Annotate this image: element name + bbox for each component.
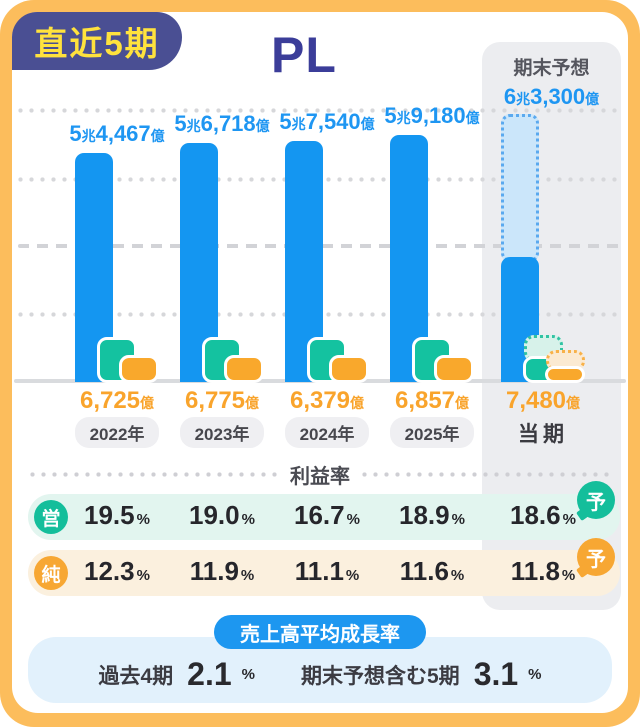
net-profit-bar: [119, 355, 159, 383]
margin-section-divider: 利益率: [30, 460, 610, 489]
net-margin-value: 11.1%: [294, 556, 360, 586]
net-profit-value-label: 7,480億: [505, 387, 581, 414]
year-pill: 2022年: [57, 417, 177, 448]
net-profit-bar: [545, 366, 585, 383]
year-pill: 2025年: [372, 417, 492, 448]
percent-sign: %: [528, 666, 542, 683]
gridline: [18, 108, 622, 113]
growth-title-badge: 売上高平均成長率: [214, 615, 426, 649]
revenue-value-label: 5兆7,540億: [279, 109, 375, 134]
net-profit-value-label: 6,775億: [184, 387, 260, 414]
operating-margin-row: 営 19.5% 19.0% 16.7% 18.9% 18.6%: [28, 494, 620, 540]
growth-value: 3.1: [473, 656, 519, 692]
bar-group-2024: 5兆7,540億 6,379億 2024年: [279, 0, 375, 727]
net-profit-bar: [434, 355, 474, 383]
bar-group-2025: 5兆9,180億 6,857億 2025年: [384, 0, 480, 727]
year-pill: 2023年: [162, 417, 282, 448]
net-profit-value-label: 6,379億: [289, 387, 365, 414]
operating-margin-value: 18.9%: [399, 500, 465, 530]
growth-label: 過去4期: [98, 664, 174, 688]
net-profit-value-label: 6,725億: [79, 387, 155, 414]
revenue-value-label: 5兆9,180億: [384, 103, 480, 128]
bar-group-current: 7,480億 当期: [501, 0, 585, 727]
net-badge: 純: [34, 556, 68, 590]
net-profit-value-label: 6,857億: [394, 387, 470, 414]
net-margin-value: 11.6%: [399, 556, 465, 586]
net-margin-value: 11.8%: [510, 556, 576, 586]
net-margin-value: 12.3%: [84, 556, 150, 586]
revenue-value-label: 5兆4,467億: [69, 121, 165, 146]
net-profit-bar: [224, 355, 264, 383]
operating-margin-value: 16.7%: [294, 500, 360, 530]
operating-margin-value: 19.0%: [189, 500, 255, 530]
growth-label: 期末予想含む5期: [301, 664, 460, 688]
page-title: PL: [271, 27, 337, 83]
operating-margin-value: 18.6%: [510, 500, 576, 530]
forecast-bubble-badge: 予: [577, 481, 615, 519]
net-margin-value: 11.9%: [189, 556, 255, 586]
period-badge: 直近5期: [12, 12, 182, 70]
growth-content: 過去4期 2.1 % 期末予想含む5期 3.1 %: [28, 646, 612, 703]
net-margin-row: 純 12.3% 11.9% 11.1% 11.6% 11.8%: [28, 550, 620, 596]
current-period-label: 当期: [518, 423, 568, 446]
forecast-bubble-badge: 予: [577, 538, 615, 576]
dotted-line: [30, 472, 278, 477]
operating-badge: 営: [34, 500, 68, 534]
bar-group-2022: 5兆4,467億 6,725億 2022年: [69, 0, 165, 727]
margin-section-title: 利益率: [290, 466, 350, 488]
growth-value: 2.1: [187, 656, 232, 692]
forecast-panel-title: 期末予想: [513, 58, 590, 79]
dotted-line: [362, 472, 610, 477]
revenue-value-label: 5兆6,718億: [174, 111, 270, 136]
percent-sign: %: [241, 666, 255, 683]
revenue-forecast-bar: [501, 114, 539, 262]
year-pill: 2024年: [267, 417, 387, 448]
bar-group-2023: 5兆6,718億 6,775億 2023年: [174, 0, 270, 727]
net-profit-bar: [329, 355, 369, 383]
forecast-revenue-label: 6兆3,300億: [503, 84, 600, 109]
operating-margin-value: 19.5%: [84, 500, 150, 530]
